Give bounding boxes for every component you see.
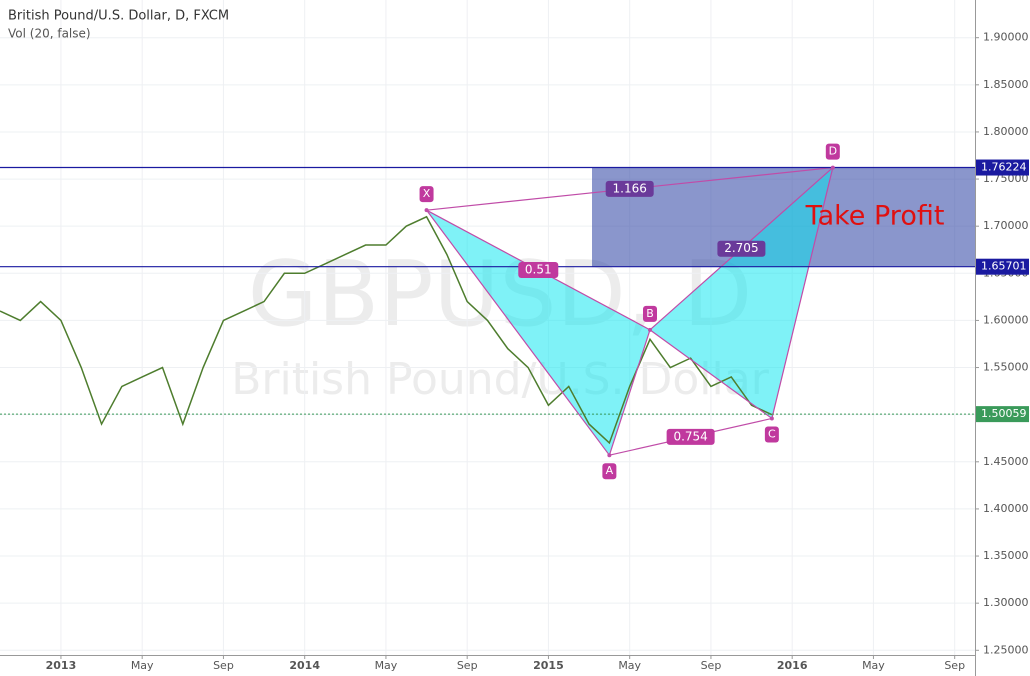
pattern-point (830, 165, 835, 170)
y-tick-label: 1.25000 (983, 643, 1029, 656)
ratio-label: 2.705 (724, 241, 758, 255)
y-tick-label: 1.70000 (983, 219, 1029, 232)
ratio-box (518, 262, 559, 279)
ratio-box (605, 180, 654, 197)
y-tick-label: 1.80000 (983, 125, 1029, 138)
pattern-leg (649, 329, 773, 419)
pattern-label: X (423, 187, 431, 200)
volume-label: Vol (20, false) (8, 27, 91, 41)
pattern-point (769, 416, 774, 421)
y-tick-label: 1.90000 (983, 31, 1029, 44)
pattern-leg (608, 329, 651, 456)
x-tick-label: Sep (457, 659, 478, 672)
pattern-label-box (764, 426, 779, 443)
pattern-point (607, 453, 612, 458)
take-profit-label: Take Profit (805, 201, 945, 232)
x-tick-label: May (618, 659, 641, 672)
ratio-label: 0.754 (673, 429, 707, 443)
y-tick-label: 1.35000 (983, 549, 1029, 562)
watermark: British Pound/U.S. Dollar (231, 354, 769, 405)
pattern-label: B (646, 307, 654, 320)
x-tick-label: 2014 (289, 659, 320, 672)
pattern-label: A (606, 464, 614, 477)
ratio-box (666, 428, 715, 445)
ratio-label: 0.51 (525, 263, 552, 277)
x-tick-label: May (862, 659, 885, 672)
price-line (0, 215, 773, 445)
x-tick-label: May (131, 659, 154, 672)
pattern-label-box (602, 463, 617, 480)
level-label-box (976, 258, 1029, 275)
y-tick-label: 1.85000 (983, 78, 1029, 91)
pattern-label-box (643, 305, 657, 322)
x-tick-label: May (375, 659, 398, 672)
last-price-label: 1.50059 (981, 407, 1027, 420)
y-tick-label: 1.55000 (983, 361, 1029, 374)
pattern-leg (771, 167, 834, 419)
ratio-box (717, 240, 766, 257)
pattern-xab (426, 210, 650, 456)
chart-title: British Pound/U.S. Dollar, D, FXCM (8, 9, 229, 24)
y-tick-label: 1.60000 (983, 313, 1029, 326)
x-tick-label: 2016 (777, 659, 808, 672)
pattern-label: C (768, 427, 776, 440)
last-price-box (976, 406, 1029, 423)
pattern-label: D (829, 145, 837, 158)
x-tick-label: Sep (944, 659, 965, 672)
y-tick-label: 1.30000 (983, 596, 1029, 609)
x-tick-label: Sep (701, 659, 722, 672)
level-label: 1.76224 (981, 161, 1027, 174)
pattern-leg (426, 209, 610, 456)
x-tick-label: Sep (213, 659, 234, 672)
level-label: 1.65701 (981, 260, 1027, 273)
pattern-label-box (419, 186, 434, 203)
pattern-point (424, 208, 429, 213)
level-label-box (976, 159, 1029, 176)
x-tick-label: 2013 (46, 659, 77, 672)
y-tick-label: 1.45000 (983, 455, 1029, 468)
pattern-point (648, 327, 652, 332)
x-tick-label: 2015 (533, 659, 564, 672)
y-tick-label: 1.40000 (983, 502, 1029, 515)
pattern-label-box (825, 143, 840, 160)
ratio-label: 1.166 (613, 181, 647, 195)
